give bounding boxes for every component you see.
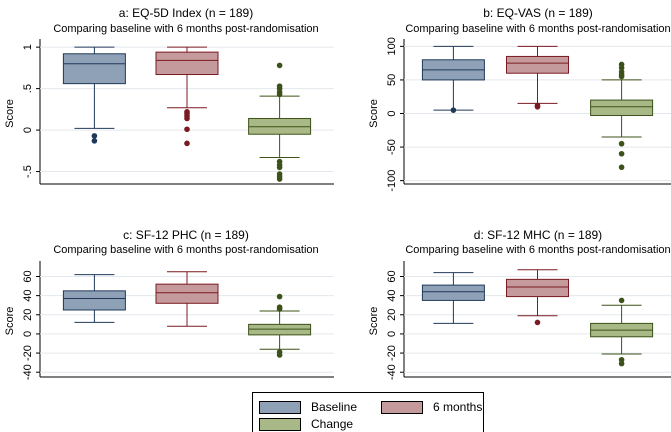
panel-subtitle: Comparing baseline with 6 months post-ra…: [405, 244, 670, 256]
iqr-box: [421, 284, 485, 301]
outlier-point: [276, 62, 283, 69]
y-tick-label: 0: [22, 331, 34, 337]
y-axis-label: Score: [4, 99, 16, 128]
y-tick-label: 40: [22, 290, 34, 302]
legend-item-baseline: Baseline: [259, 399, 357, 415]
box-baseline: [62, 274, 126, 323]
box-six-months: [155, 271, 219, 327]
iqr-box: [590, 99, 654, 117]
panel-a: a: EQ-5D Index (n = 189) Comparing baseli…: [4, 6, 334, 185]
outlier-point: [450, 107, 457, 113]
y-tick-label: 40: [386, 290, 398, 302]
iqr-box: [155, 283, 219, 304]
outlier-point: [184, 115, 190, 122]
legend-swatch-six-months: [381, 400, 423, 414]
iqr-box: [155, 51, 219, 76]
y-axis-label: Score: [368, 99, 380, 128]
panel-c: c: SF-12 PHC (n = 189) Comparing baseline…: [4, 228, 334, 380]
panel-d: d: SF-12 MHC (n = 189) Comparing baseline…: [368, 228, 671, 380]
outlier-point: [91, 133, 98, 139]
y-tick-label: 60: [22, 270, 34, 282]
panel-title: b: EQ-VAS (n = 189): [483, 6, 593, 20]
outlier-point: [276, 293, 283, 300]
box-change: [248, 62, 312, 182]
outlier-point: [618, 297, 625, 304]
legend-item-change: Change: [259, 416, 353, 432]
y-axis-label: Score: [4, 307, 16, 336]
y-tick-label: 100: [386, 37, 398, 55]
y-tick-label: 0: [386, 331, 398, 337]
legend: Baseline 6 months Change: [252, 392, 484, 432]
y-tick-label: -20: [22, 345, 34, 361]
y-tick-label: -100: [386, 170, 398, 192]
legend-label-baseline: Baseline: [311, 400, 358, 414]
box-change: [590, 297, 654, 367]
outlier-point: [91, 138, 98, 144]
y-tick-label: 20: [386, 309, 398, 321]
iqr-box: [506, 278, 569, 298]
panel-subtitle: Comparing baseline with 6 months post-ra…: [53, 244, 318, 256]
y-tick-label: 0: [386, 110, 398, 116]
y-tick-label: -40: [386, 364, 398, 380]
y-tick-label: -20: [386, 345, 398, 361]
outlier-point: [276, 164, 283, 171]
y-tick-label: -.5: [22, 165, 34, 178]
panel-title: c: SF-12 PHC (n = 189): [123, 228, 249, 242]
iqr-box: [62, 290, 126, 311]
outlier-point: [184, 140, 190, 147]
panel-subtitle: Comparing baseline with 6 months post-ra…: [53, 23, 318, 35]
outlier-point: [184, 126, 190, 133]
outlier-point: [618, 65, 625, 71]
outlier-point: [534, 319, 541, 326]
box-baseline: [421, 45, 485, 113]
box-six-months: [506, 269, 569, 326]
outlier-point: [618, 73, 625, 80]
outlier-point: [276, 352, 283, 358]
box-six-months: [155, 46, 219, 147]
legend-label-change: Change: [311, 417, 354, 431]
y-axis-label: Score: [368, 307, 380, 336]
outlier-point: [534, 103, 541, 110]
iqr-box: [62, 53, 126, 85]
box-baseline: [421, 272, 485, 324]
y-tick-label: .5: [22, 84, 34, 93]
outlier-point: [618, 140, 625, 147]
outlier-point: [618, 164, 625, 171]
y-tick-label: 20: [22, 309, 34, 321]
outlier-point: [276, 176, 283, 182]
outlier-point: [276, 91, 283, 98]
y-tick-label: 0: [22, 127, 34, 133]
y-tick-label: 50: [386, 74, 398, 86]
box-six-months: [506, 45, 569, 110]
legend-swatch-baseline: [259, 400, 301, 414]
outlier-point: [618, 360, 625, 367]
y-tick-label: 1: [22, 44, 34, 50]
y-tick-label: 60: [386, 270, 398, 282]
panel-title: a: EQ-5D Index (n = 189): [119, 6, 253, 20]
panel-title: d: SF-12 MHC (n = 189): [474, 228, 602, 242]
outlier-point: [618, 356, 625, 363]
box-change: [248, 293, 312, 358]
outlier-point: [618, 150, 625, 157]
legend-swatch-change: [259, 417, 301, 431]
outlier-point: [276, 306, 283, 312]
iqr-box: [506, 55, 569, 74]
y-tick-label: -50: [386, 139, 398, 155]
box-baseline: [62, 46, 126, 144]
legend-label-six-months: 6 months: [433, 400, 483, 414]
legend-item-six-months: 6 months: [381, 399, 482, 415]
panel-b: b: EQ-VAS (n = 189) Comparing baseline wi…: [368, 6, 671, 192]
panel-subtitle: Comparing baseline with 6 months post-ra…: [405, 23, 670, 35]
box-change: [590, 61, 654, 171]
y-tick-label: -40: [22, 364, 34, 380]
